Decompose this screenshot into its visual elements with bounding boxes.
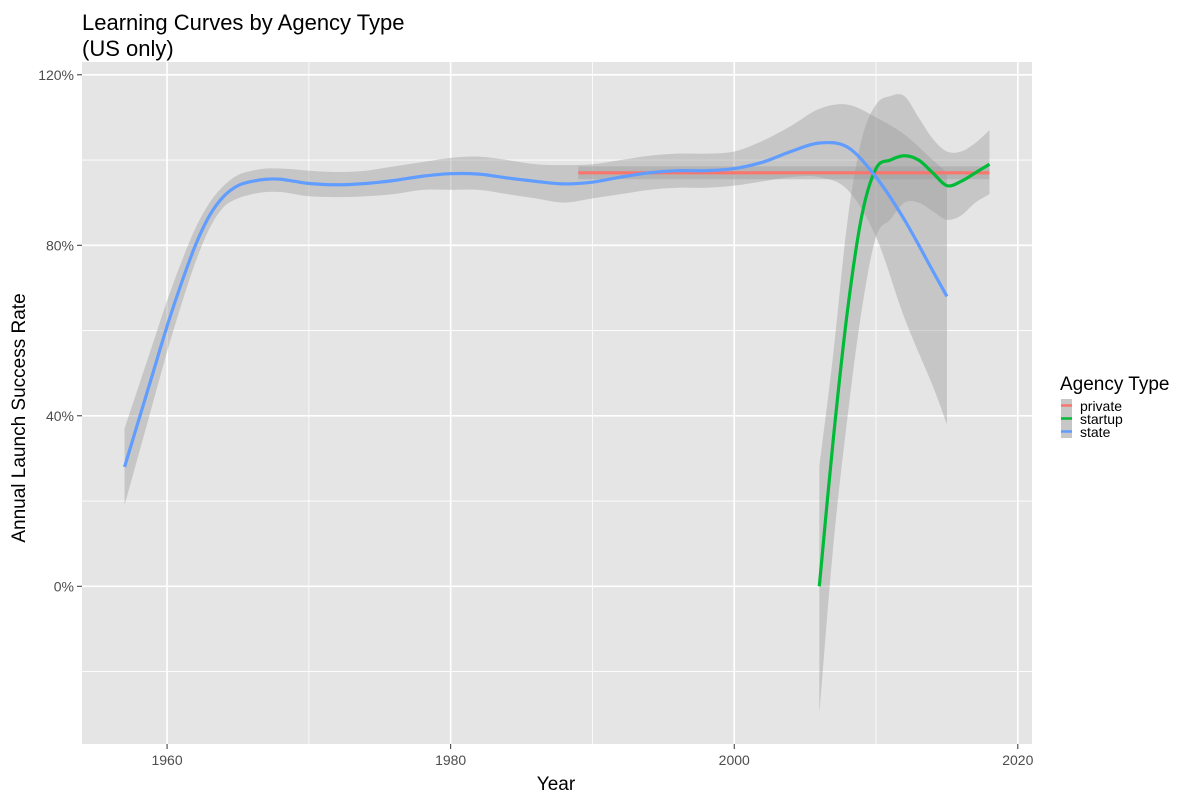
plot-layer: 1960 1980 2000 2020 0% 40% 80% 120% — [38, 62, 1034, 768]
ci-band-startup — [819, 94, 990, 715]
x-axis-label: Year — [537, 774, 576, 795]
y-tick-label: 40% — [46, 408, 74, 424]
y-tick-label: 120% — [38, 67, 74, 83]
y-tick-label: 80% — [46, 237, 74, 253]
x-tick-label: 2020 — [1002, 752, 1033, 768]
x-tick-label: 1980 — [435, 752, 466, 768]
series-line-state — [123, 140, 949, 468]
legend-label-startup: startup — [1080, 411, 1123, 427]
chart-title-line-1: Learning Curves by Agency Type — [82, 10, 404, 35]
chart-title-line-2: (US only) — [82, 36, 174, 61]
x-tick-label: 1960 — [151, 752, 182, 768]
legend-label-state: state — [1080, 424, 1111, 440]
y-tick-label: 0% — [54, 578, 74, 594]
y-axis-label: Annual Launch Success Rate — [9, 293, 30, 542]
legend-title: Agency Type — [1060, 374, 1170, 395]
ci-band-state — [124, 104, 947, 506]
legend-label-private: private — [1080, 398, 1122, 414]
x-tick-label: 2000 — [719, 752, 750, 768]
series-line-startup — [817, 154, 991, 587]
